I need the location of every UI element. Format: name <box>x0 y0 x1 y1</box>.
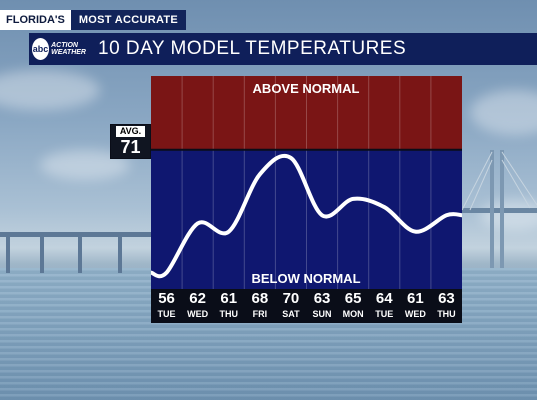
temperature-chart: ABOVE NORMAL BELOW NORMAL <box>151 76 462 289</box>
station-brand-badge: FLORIDA'S MOST ACCURATE <box>0 9 187 31</box>
day-name: SUN <box>312 309 332 319</box>
daily-temperature-labels: 56 TUE 62 WED 61 THU 68 FRI 70 SAT 63 SUN 65 MON 64 TUE… <box>151 289 462 323</box>
day-label: 65 MON <box>338 289 368 319</box>
day-temperature: 70 <box>282 290 300 307</box>
average-label: AVG. <box>115 126 146 137</box>
day-name: SAT <box>282 309 300 319</box>
background-cloud <box>0 70 100 110</box>
day-label: 68 FRI <box>245 289 275 319</box>
temperature-curve <box>151 153 462 279</box>
station-name: FLORIDA'S <box>0 10 71 30</box>
day-label: 63 SUN <box>307 289 337 319</box>
title-bar: abc ACTION WEATHER 10 DAY MODEL TEMPERAT… <box>29 33 537 65</box>
day-label: 64 TUE <box>369 289 399 319</box>
day-label: 62 WED <box>183 289 213 319</box>
average-temperature-box: AVG. 71 <box>110 124 151 159</box>
day-temperature: 62 <box>189 290 206 307</box>
day-temperature: 56 <box>158 290 175 307</box>
above-normal-label: ABOVE NORMAL <box>253 81 360 96</box>
day-name: FRI <box>252 309 268 319</box>
logo-wordmark: ACTION WEATHER <box>51 42 86 56</box>
day-label: 61 THU <box>214 289 244 319</box>
background-cloud <box>480 200 537 230</box>
logo-word-weather: WEATHER <box>51 49 86 56</box>
day-label: 56 TUE <box>152 289 182 319</box>
day-label: 61 WED <box>400 289 430 319</box>
day-temperature: 61 <box>220 290 238 307</box>
day-temperature: 63 <box>313 290 331 307</box>
day-name: TUE <box>157 309 176 319</box>
logo-word-action: ACTION <box>51 42 78 49</box>
abc-action-weather-logo: abc ACTION WEATHER <box>32 36 86 62</box>
abc-logo-icon: abc <box>32 38 50 60</box>
day-temperature: 65 <box>344 290 362 307</box>
day-name: WED <box>187 309 209 319</box>
station-tagline: MOST ACCURATE <box>70 10 187 30</box>
day-temperature: 63 <box>438 290 455 307</box>
day-label: 70 SAT <box>276 289 306 319</box>
day-name: THU <box>219 309 239 319</box>
chart-title: 10 DAY MODEL TEMPERATURES <box>98 38 407 59</box>
average-value: 71 <box>120 137 141 157</box>
day-name: MON <box>342 309 364 319</box>
day-label: 63 THU <box>431 289 461 319</box>
above-normal-region <box>151 76 462 150</box>
day-name: WED <box>404 309 426 319</box>
day-name: TUE <box>375 309 394 319</box>
background-cloud <box>470 90 537 135</box>
day-name: THU <box>437 309 456 319</box>
day-temperature: 64 <box>375 290 393 307</box>
day-temperature: 61 <box>407 290 424 307</box>
below-normal-region <box>151 149 462 289</box>
day-temperature: 68 <box>251 290 269 307</box>
below-normal-label: BELOW NORMAL <box>251 271 360 286</box>
